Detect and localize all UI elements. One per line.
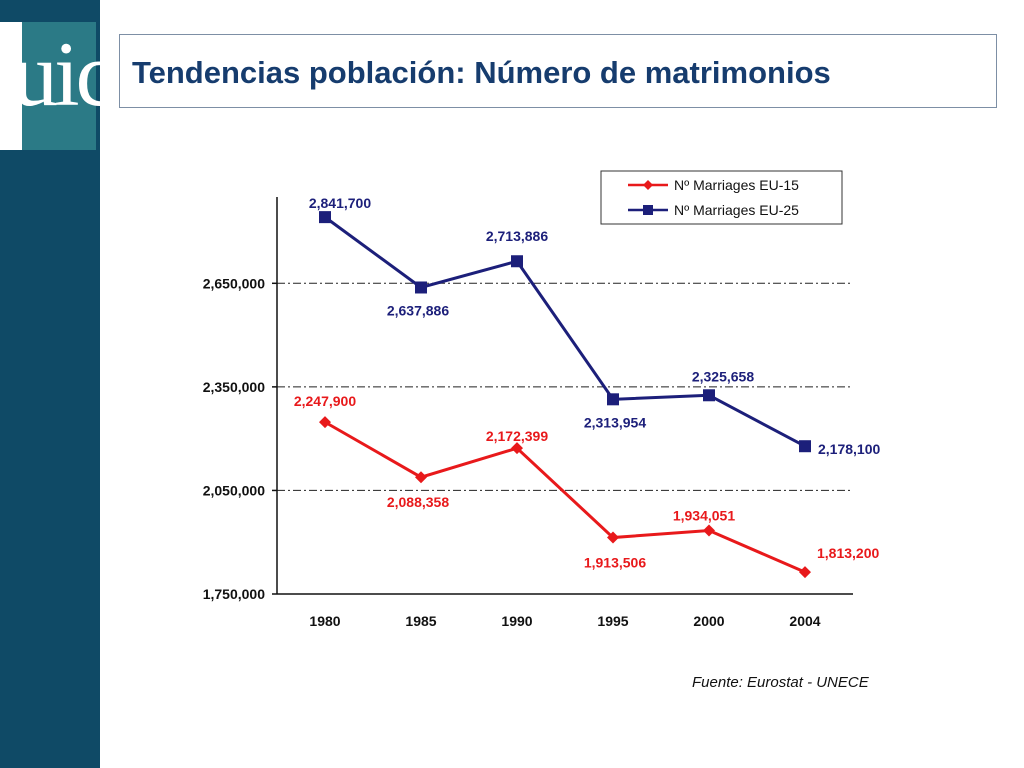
data-label: 2,178,100 bbox=[818, 441, 880, 457]
logo-stripe bbox=[0, 22, 22, 150]
data-point bbox=[511, 442, 523, 455]
data-point bbox=[703, 524, 715, 537]
legend-box bbox=[600, 170, 843, 225]
x-tick-label: 1980 bbox=[309, 613, 340, 629]
data-point bbox=[703, 389, 715, 402]
logo-text: uic bbox=[12, 23, 116, 125]
data-point bbox=[319, 211, 331, 224]
legend-marker bbox=[643, 205, 653, 215]
x-tick-label: 1985 bbox=[405, 613, 436, 629]
x-tick-label: 1990 bbox=[501, 613, 532, 629]
data-label: 1,913,506 bbox=[584, 555, 646, 571]
series-line bbox=[324, 215, 806, 448]
x-tick-label: 2004 bbox=[789, 613, 820, 629]
data-point bbox=[799, 566, 811, 579]
data-label: 2,172,399 bbox=[486, 428, 548, 444]
y-tick-label: 2,650,000 bbox=[203, 275, 265, 291]
legend-marker bbox=[643, 180, 653, 190]
data-label: 2,841,700 bbox=[309, 195, 371, 211]
y-tick-label: 2,350,000 bbox=[203, 379, 265, 395]
data-point bbox=[415, 281, 427, 294]
x-tick-label: 1995 bbox=[597, 613, 628, 629]
data-label: 2,325,658 bbox=[692, 368, 754, 384]
source-note: Fuente: Eurostat - UNECE bbox=[692, 674, 869, 691]
data-label: 1,813,200 bbox=[817, 545, 879, 561]
data-label: 2,088,358 bbox=[387, 494, 449, 510]
data-point bbox=[607, 531, 619, 544]
x-tick-label: 2000 bbox=[693, 613, 724, 629]
data-label: 2,713,886 bbox=[486, 228, 548, 244]
data-label: 2,637,886 bbox=[387, 302, 449, 318]
data-label: 1,934,051 bbox=[673, 507, 735, 523]
y-tick-label: 1,750,000 bbox=[203, 586, 265, 602]
data-point bbox=[607, 393, 619, 406]
legend-label: Nº Marriages EU-15 bbox=[674, 177, 799, 193]
y-tick-label: 2,050,000 bbox=[203, 482, 265, 498]
data-point bbox=[511, 255, 523, 268]
data-point bbox=[415, 471, 427, 484]
page-title: Tendencias población: Número de matrimon… bbox=[132, 55, 831, 90]
legend-label: Nº Marriages EU-25 bbox=[674, 202, 799, 218]
data-label: 2,247,900 bbox=[294, 393, 356, 409]
title-box: Tendencias población: Número de matrimon… bbox=[119, 34, 997, 108]
data-label: 2,313,954 bbox=[584, 414, 646, 430]
series-line bbox=[324, 420, 806, 574]
data-point bbox=[799, 440, 811, 453]
data-point bbox=[319, 416, 331, 429]
